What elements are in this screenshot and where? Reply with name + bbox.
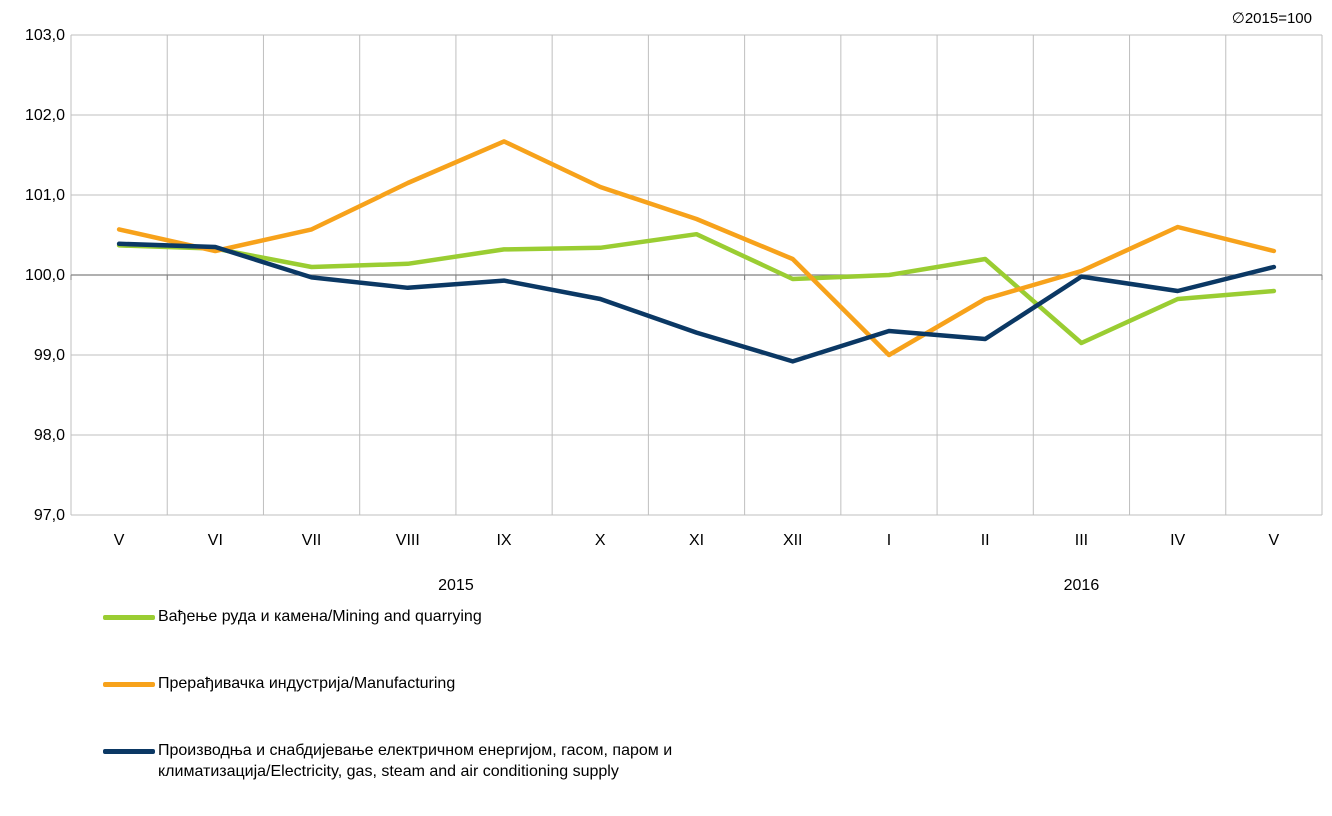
x-tick-label: VI (208, 532, 223, 549)
x-tick-label: X (595, 532, 606, 549)
year-label: 2015 (438, 577, 474, 594)
legend-label-mining: Вађење руда и камена/Mining and quarryin… (158, 608, 482, 625)
x-tick-label: V (114, 532, 125, 549)
legend-label-manufacturing: Прерађивачка индустрија/Manufacturing (158, 675, 456, 692)
x-tick-label: III (1075, 532, 1088, 549)
legend-item-manufacturing: Прерађивачка индустрија/Manufacturing (103, 673, 723, 694)
series-line-manufacturing (116, 139, 1277, 358)
x-tick-label: VIII (396, 532, 420, 549)
legend-item-electricity: Производња и снабдијевање електричном ен… (103, 740, 678, 782)
x-tick-label: XI (689, 532, 704, 549)
legend-label-electricity: Производња и снабдијевање електричном ен… (158, 742, 673, 780)
x-tick-label: XII (783, 532, 803, 549)
legend-swatch-electricity (103, 749, 155, 754)
year-label: 2016 (1064, 577, 1100, 594)
y-tick-label: 101,0 (25, 187, 65, 204)
legend-swatch-manufacturing (103, 682, 155, 687)
y-tick-label: 102,0 (25, 107, 65, 124)
year-labels: 2015 2016 (438, 577, 1099, 594)
y-tick-label: 103,0 (25, 27, 65, 44)
y-tick-label: 100,0 (25, 267, 65, 284)
x-tick-label: I (887, 532, 891, 549)
base-period-note: ∅2015=100 (1231, 10, 1312, 27)
legend-swatch-mining (103, 615, 155, 620)
legend-item-mining: Вађење руда и камена/Mining and quarryin… (103, 606, 723, 627)
y-axis-tick-labels: 97,0 98,0 99,0 100,0 101,0 102,0 103,0 (25, 27, 65, 524)
x-tick-label: II (981, 532, 990, 549)
legend: Вађење руда и камена/Mining and quarryin… (103, 606, 723, 782)
y-tick-label: 97,0 (34, 507, 65, 524)
series-line-mining (116, 231, 1277, 346)
x-tick-label: IX (496, 532, 511, 549)
chart-grid (70, 34, 1323, 516)
series-line-electricity (116, 241, 1277, 364)
y-tick-label: 98,0 (34, 427, 65, 444)
x-axis-tick-labels: V VI VII VIII IX X XI XII I II III IV V (114, 532, 1280, 549)
y-tick-label: 99,0 (34, 347, 65, 364)
x-tick-label: VII (302, 532, 322, 549)
x-tick-label: V (1269, 532, 1280, 549)
series-lines (116, 139, 1277, 364)
x-tick-label: IV (1170, 532, 1185, 549)
